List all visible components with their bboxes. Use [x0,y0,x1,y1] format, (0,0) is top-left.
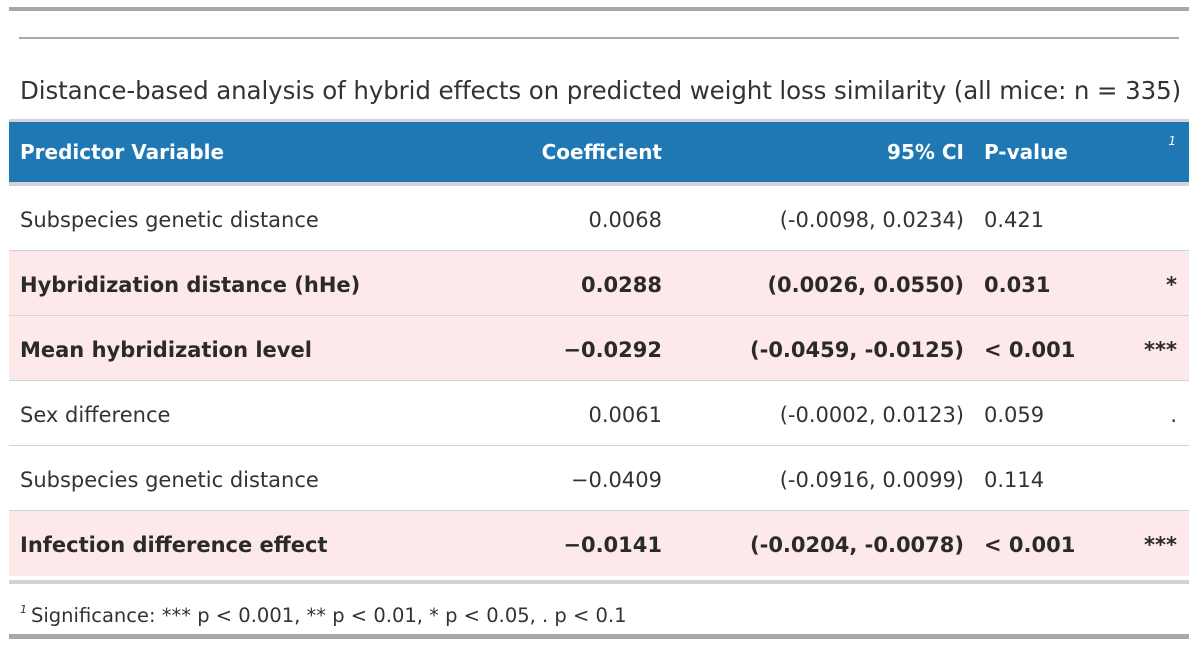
table-row: Infection difference effect −0.0141 (-0.… [9,511,1189,576]
cell-significance: . [1170,403,1177,427]
cell-pvalue: 0.114 [984,468,1045,492]
cell-coefficient: −0.0141 [563,533,662,557]
table-row: Hybridization distance (hHe) 0.0288 (0.0… [9,251,1189,316]
cell-coefficient: −0.0292 [563,338,662,362]
table-body: Subspecies genetic distance 0.0068 (-0.0… [9,186,1189,576]
cell-significance: *** [1144,533,1177,557]
cell-coefficient: 0.0288 [580,273,662,297]
footnote-text: Significance: *** p < 0.001, ** p < 0.01… [31,604,627,627]
header-separator [9,182,1189,186]
cell-coefficient: 0.0061 [588,403,662,427]
header-footnote-marker: 1 [1168,134,1176,148]
footnote-marker: 1 [20,603,27,616]
table-thin-rule [19,37,1179,39]
cell-predictor: Infection difference effect [20,533,328,557]
cell-significance: *** [1144,338,1177,362]
table-header: Predictor Variable Coefficient 95% CI P-… [9,122,1189,182]
cell-predictor: Subspecies genetic distance [20,468,319,492]
cell-pvalue: < 0.001 [984,338,1076,362]
cell-predictor: Subspecies genetic distance [20,208,319,232]
header-coefficient: Coefficient [541,140,662,164]
table-row: Sex difference 0.0061 (-0.0002, 0.0123) … [9,381,1189,446]
cell-ci: (-0.0098, 0.0234) [779,208,964,232]
cell-ci: (0.0026, 0.0550) [767,273,964,297]
table-body-bottom-rule [9,580,1189,584]
cell-ci: (-0.0916, 0.0099) [779,468,964,492]
cell-coefficient: 0.0068 [588,208,662,232]
header-ci: 95% CI [887,140,964,164]
cell-ci: (-0.0002, 0.0123) [779,403,964,427]
table-title: Distance-based analysis of hybrid effect… [20,76,1182,105]
table-top-rule [9,7,1189,11]
cell-ci: (-0.0204, -0.0078) [750,533,964,557]
cell-ci: (-0.0459, -0.0125) [750,338,964,362]
cell-pvalue: 0.059 [984,403,1045,427]
table-bottom-rule [9,634,1189,639]
table-row: Mean hybridization level −0.0292 (-0.045… [9,316,1189,381]
cell-pvalue: 0.421 [984,208,1045,232]
header-predictor: Predictor Variable [20,140,225,164]
cell-predictor: Mean hybridization level [20,338,312,362]
table-footnote: 1 Significance: *** p < 0.001, ** p < 0.0… [20,597,627,629]
title-separator [9,119,1189,122]
cell-pvalue: 0.031 [984,273,1051,297]
table-row: Subspecies genetic distance 0.0068 (-0.0… [9,186,1189,251]
table-row: Subspecies genetic distance −0.0409 (-0.… [9,446,1189,511]
cell-pvalue: < 0.001 [984,533,1076,557]
cell-coefficient: −0.0409 [570,468,662,492]
cell-predictor: Hybridization distance (hHe) [20,273,361,297]
cell-significance: * [1166,273,1177,297]
header-pvalue: P-value [984,140,1068,164]
cell-predictor: Sex difference [20,403,171,427]
